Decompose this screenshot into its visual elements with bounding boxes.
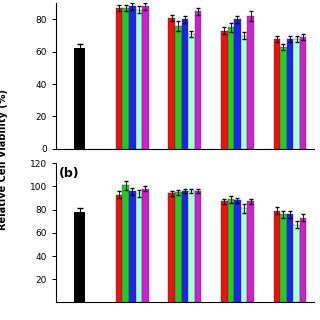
Bar — [135, 193, 142, 302]
Bar — [175, 192, 181, 302]
Bar — [142, 189, 149, 302]
Bar — [188, 191, 195, 302]
Text: Relative Cell Viability (%): Relative Cell Viability (%) — [0, 90, 8, 230]
Bar — [116, 8, 122, 149]
Legend: D-R7H3, D-R5H3, D-R5H5, D-R3H5, D-R3H7: D-R7H3, D-R5H3, D-R5H5, D-R3H5, D-R3H7 — [194, 182, 312, 203]
Bar — [116, 195, 122, 302]
Bar — [181, 191, 188, 302]
Bar — [129, 6, 135, 149]
Bar — [142, 6, 149, 149]
Bar — [129, 191, 135, 302]
Bar — [234, 200, 241, 302]
Bar — [274, 211, 280, 302]
Bar — [195, 191, 201, 302]
Bar — [188, 34, 195, 149]
Bar — [175, 26, 181, 149]
Bar — [287, 39, 293, 149]
Bar — [74, 212, 85, 302]
Bar — [280, 214, 287, 302]
Bar — [247, 16, 254, 149]
Bar — [280, 47, 287, 149]
Bar — [221, 31, 228, 149]
Bar — [300, 37, 306, 149]
Bar — [168, 193, 175, 302]
Bar — [228, 28, 234, 149]
Bar — [74, 49, 85, 149]
Bar — [122, 185, 129, 302]
Bar — [274, 39, 280, 149]
Bar — [135, 10, 142, 149]
Bar — [228, 199, 234, 302]
Bar — [293, 39, 300, 149]
Bar — [247, 202, 254, 302]
Bar — [168, 18, 175, 149]
Bar — [241, 208, 247, 302]
Bar — [293, 225, 300, 302]
Bar — [195, 11, 201, 149]
Bar — [221, 202, 228, 302]
Text: (b): (b) — [59, 167, 79, 180]
Bar — [122, 8, 129, 149]
Bar — [181, 20, 188, 149]
Bar — [234, 20, 241, 149]
Bar — [287, 214, 293, 302]
Bar — [300, 218, 306, 302]
Bar — [241, 36, 247, 149]
